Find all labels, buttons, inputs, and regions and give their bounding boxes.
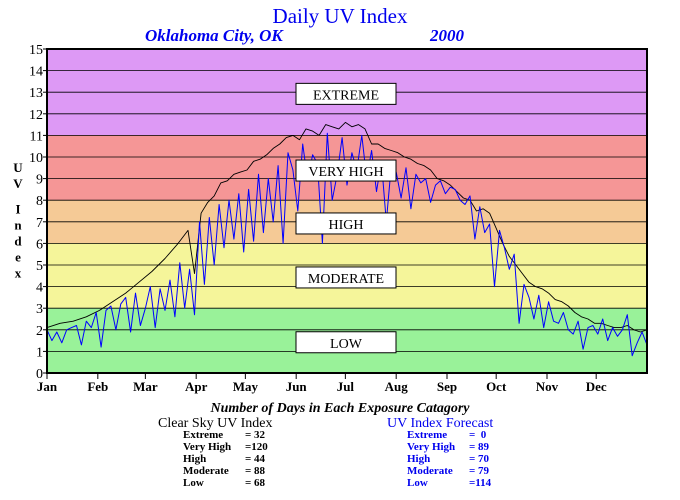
footer-title: Number of Days in Each Exposure Catagory xyxy=(209,401,470,416)
plot-frame xyxy=(46,48,648,374)
band-label-box: MODERATE xyxy=(295,266,397,289)
y-tick-label: 6 xyxy=(36,237,43,252)
band-label-frame xyxy=(295,212,397,235)
y-tick-label: 9 xyxy=(36,173,43,188)
y-axis-title-letter: e xyxy=(15,250,21,265)
chart-title: Daily UV Index xyxy=(273,4,408,28)
x-tick-label: Mar xyxy=(133,379,158,394)
band-label-frame xyxy=(295,82,397,105)
band-label-text: MODERATE xyxy=(308,272,384,287)
y-tick-label: 14 xyxy=(29,65,43,80)
count-value: = 89 xyxy=(469,441,490,453)
y-axis-title-letter: n xyxy=(14,218,22,233)
count-label: Moderate xyxy=(183,465,229,477)
count-label: Low xyxy=(407,477,428,489)
x-tick-label: Dec xyxy=(586,379,607,394)
y-tick-label: 5 xyxy=(36,259,43,274)
band-label-frame xyxy=(295,266,397,289)
series-layer xyxy=(46,121,648,357)
count-value: = 70 xyxy=(469,453,490,465)
x-tick-label: Sep xyxy=(437,379,457,394)
band-label-frame xyxy=(295,159,397,182)
y-tick-label: 10 xyxy=(29,151,43,166)
count-label: Low xyxy=(183,477,204,489)
band-label-text: VERY HIGH xyxy=(308,165,383,180)
y-axis-title-letter: d xyxy=(14,234,22,249)
y-tick-label: 2 xyxy=(36,324,43,339)
x-tick-label: Aug xyxy=(385,379,409,394)
count-label: Very High xyxy=(407,441,455,453)
band-label-box: HIGH xyxy=(295,212,397,235)
count-label: Moderate xyxy=(407,465,453,477)
gridlines xyxy=(47,70,647,352)
forecast-header: UV Index Forecast xyxy=(387,416,493,431)
y-axis-title-letter: U xyxy=(13,160,23,175)
y-tick-label: 12 xyxy=(29,108,43,123)
band-label-box: VERY HIGH xyxy=(295,159,397,182)
x-tick-label: Nov xyxy=(536,379,559,394)
count-value: = 44 xyxy=(245,453,266,465)
chart-year: 2000 xyxy=(429,26,465,45)
y-tick-label: 13 xyxy=(29,86,43,101)
clear-sky-series-line xyxy=(46,121,648,333)
chart-location: Oklahoma City, OK xyxy=(145,26,284,45)
x-tick-label: Feb xyxy=(87,379,108,394)
count-value: = 32 xyxy=(245,429,266,441)
forecast-series-line xyxy=(46,132,648,357)
band-label-text: LOW xyxy=(330,337,363,352)
count-label: Extreme xyxy=(183,429,223,441)
x-tick-label: Oct xyxy=(486,379,507,394)
band-labels: LOW MODERATE HIGH VERY HIGH EXTREME xyxy=(295,82,397,354)
x-tick-label: Jun xyxy=(286,379,308,394)
band-label-box: EXTREME xyxy=(295,82,397,105)
count-value: =114 xyxy=(469,477,492,489)
x-tick-label: Jul xyxy=(337,379,355,394)
x-tick-label: May xyxy=(233,379,259,394)
x-tick-label: Apr xyxy=(185,379,208,394)
clear-sky-counts: Extreme = 32 Very High =120 High = 44 Moderate… xyxy=(183,429,268,489)
y-tick-label: 1 xyxy=(36,345,43,360)
count-value: = 88 xyxy=(245,465,266,477)
band-label-frame xyxy=(295,331,397,354)
y-axis-title-letter: I xyxy=(15,202,20,217)
count-value: = 79 xyxy=(469,465,490,477)
forecast-counts: Extreme = 0 Very High = 89 High = 70 Moderate =… xyxy=(407,429,492,489)
y-tick-label: 7 xyxy=(36,216,43,231)
y-tick-label: 8 xyxy=(36,194,43,209)
count-label: Very High xyxy=(183,441,231,453)
clear-sky-header: Clear Sky UV Index xyxy=(158,416,272,431)
band-label-text: EXTREME xyxy=(313,88,379,103)
count-label: High xyxy=(183,453,206,465)
y-tick-label: 0 xyxy=(36,367,43,382)
y-axis-title-letter: x xyxy=(15,266,22,281)
y-tick-label: 11 xyxy=(30,129,43,144)
count-value: = 0 xyxy=(469,429,487,441)
band-label-text: HIGH xyxy=(329,218,364,233)
y-tick-label: 15 xyxy=(29,43,43,58)
count-value: =120 xyxy=(245,441,268,453)
band-label-box: LOW xyxy=(295,331,397,354)
count-label: Extreme xyxy=(407,429,447,441)
x-tick-label: Jan xyxy=(37,379,58,394)
count-value: = 68 xyxy=(245,477,266,489)
y-tick-label: 4 xyxy=(36,281,43,296)
x-axis-ticks: Jan Feb Mar Apr May Jun Jul Aug Sep Oct Nov Dec xyxy=(37,373,607,394)
y-axis-title-letter: V xyxy=(13,176,23,191)
count-label: High xyxy=(407,453,430,465)
y-tick-label: 3 xyxy=(36,302,43,317)
